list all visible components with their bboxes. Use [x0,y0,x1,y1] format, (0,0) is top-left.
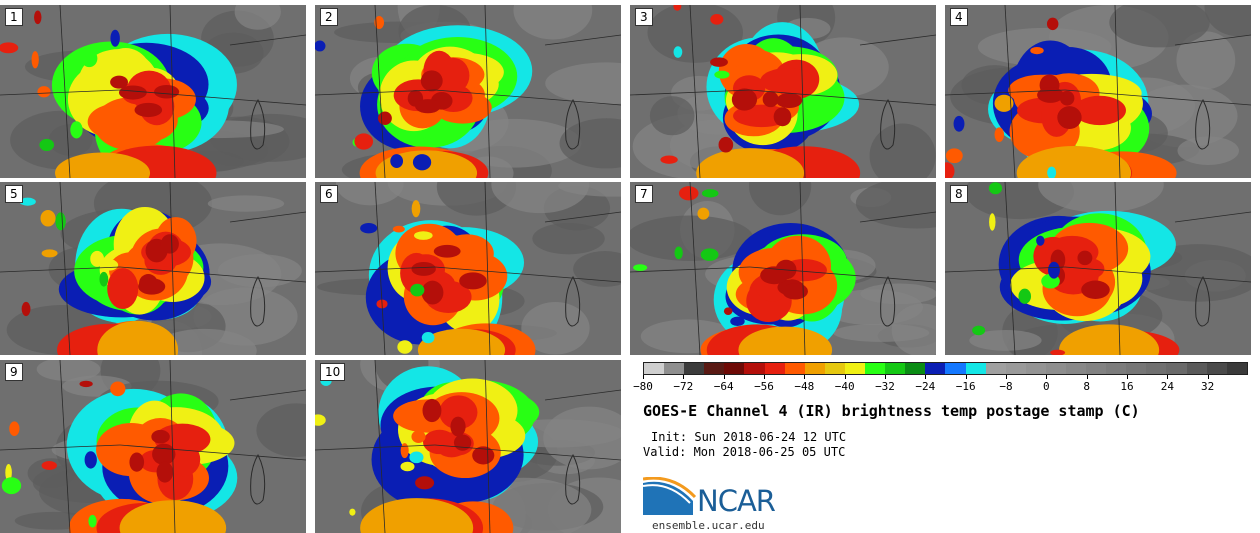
colorbar-tick-mark [1086,375,1088,379]
colorbar-tick-mark [885,375,886,379]
ncar-logo-text: NCAR [697,484,776,518]
init-time: Init: Sun 2018-06-24 12 UTC [651,430,847,444]
satellite-image [630,5,936,178]
member-panel-8: 8 [945,182,1251,355]
colorbar-swatch [684,363,705,374]
figure-title: GOES-E Channel 4 (IR) brightness temp po… [643,402,1140,420]
colorbar-tick-label: 24 [1160,380,1174,393]
member-panel-2: 2 [315,5,621,178]
colorbar-swatch [865,363,886,374]
panel-label: 5 [5,185,23,203]
member-panel-3: 3 [630,5,936,178]
colorbar-tick-label: −80 [633,380,653,393]
colorbar-swatch [804,363,825,374]
colorbar-swatch [724,363,745,374]
colorbar-tick-mark [844,375,846,379]
colorbar-tick-mark [1046,375,1048,379]
panel-label: 4 [950,8,968,26]
colorbar-tick-mark [1167,375,1169,379]
panel-label: 7 [635,185,653,203]
ncar-logo-icon [643,477,697,515]
member-panel-10: 10 [315,360,621,533]
colorbar-tick-label: −32 [875,380,895,393]
colorbar-swatch [1065,363,1087,374]
colorbar-swatch [1106,363,1127,374]
panel-label: 2 [320,8,338,26]
site-url: ensemble.ucar.edu [652,519,765,532]
colorbar-swatch [1226,363,1247,374]
colorbar-swatch [784,363,805,374]
colorbar-tick-mark [1006,375,1007,379]
satellite-image [315,182,621,355]
colorbar-swatch [664,363,685,374]
panel-label: 9 [5,363,23,381]
colorbar-tick-mark [804,375,806,379]
colorbar-tick-label: 0 [1043,380,1050,393]
colorbar-tick-label: −24 [915,380,936,393]
colorbar-swatch [744,363,765,374]
colorbar-swatch [945,363,966,374]
colorbar-ticks: −80 −72 −64 −56 −48 −40 −32 −24 −16 −8 0 8 16 24 32 [633,375,1248,395]
colorbar-tick-label: −48 [794,380,815,393]
colorbar-tick-label: −64 [713,380,734,393]
colorbar-swatch [1166,363,1187,374]
colorbar-tick-label: −8 [999,380,1013,393]
panel-label: 8 [950,185,968,203]
colorbar-swatch [824,363,845,374]
valid-time: Valid: Mon 2018-06-25 05 UTC [643,445,846,459]
colorbar-tick-mark [925,375,927,379]
colorbar-tick-mark [965,375,967,379]
colorbar-swatch [985,363,1006,374]
colorbar-tick-label: −16 [955,380,976,393]
colorbar-swatch [1186,363,1207,374]
colorbar-swatch [1005,363,1026,374]
member-panel-5: 5 [0,182,306,355]
colorbar-swatch [965,363,986,374]
colorbar-swatch [1086,363,1107,374]
member-panel-1: 1 [0,5,306,178]
colorbar-swatch [704,363,725,374]
colorbar-swatch [1206,363,1227,374]
colorbar-swatch [905,363,926,374]
satellite-image [0,182,306,355]
colorbar-tick-label: −72 [673,380,694,393]
colorbar-tick-mark [1207,375,1209,379]
member-panel-7: 7 [630,182,936,355]
panel-label: 3 [635,8,653,26]
member-panel-4: 4 [945,5,1251,178]
colorbar-tick-label: −40 [834,380,855,393]
colorbar-tick-label: 8 [1083,380,1090,393]
colorbar-swatch [1126,363,1147,374]
satellite-image [630,182,936,355]
panel-label: 6 [320,185,338,203]
satellite-image [0,360,306,533]
panel-label: 1 [5,8,23,26]
member-panel-6: 6 [315,182,621,355]
satellite-image [315,5,621,178]
colorbar-swatch [764,363,785,374]
colorbar-tick-mark [1127,375,1128,379]
colorbar-swatch [1045,363,1066,374]
colorbar-tick-mark [683,375,685,379]
colorbar-tick-label: 16 [1120,380,1134,393]
colorbar-swatch [885,363,906,374]
colorbar-tick-label: −56 [754,380,774,393]
colorbar-swatch [644,363,665,374]
colorbar-swatch [1025,363,1046,374]
satellite-image [945,5,1251,178]
colorbar-swatch [925,363,946,374]
satellite-image [315,360,621,533]
colorbar-tick-mark [723,375,725,379]
panel-label: 10 [320,363,346,381]
colorbar-tick-mark [643,375,644,379]
member-panel-9: 9 [0,360,306,533]
satellite-image [945,182,1251,355]
temperature-colorbar [643,362,1248,375]
satellite-image [0,5,306,178]
colorbar-swatch [1146,363,1167,374]
colorbar-swatch [844,363,866,374]
colorbar-tick-label: 32 [1201,380,1215,393]
colorbar-tick-mark [764,375,765,379]
